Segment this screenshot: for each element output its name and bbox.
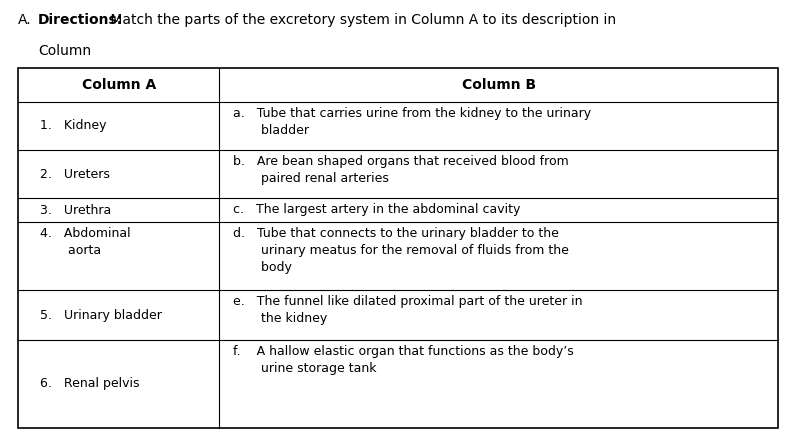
Text: b.   Are bean shaped organs that received blood from
       paired renal arterie: b. Are bean shaped organs that received … (233, 155, 569, 185)
Text: 1.   Kidney: 1. Kidney (40, 119, 106, 133)
Text: d.   Tube that connects to the urinary bladder to the
       urinary meatus for : d. Tube that connects to the urinary bla… (233, 227, 569, 274)
Text: Match the parts of the excretory system in Column A to its description in: Match the parts of the excretory system … (106, 13, 616, 27)
Text: 2.   Ureters: 2. Ureters (40, 167, 110, 181)
Text: A.: A. (18, 13, 32, 27)
Text: 6.   Renal pelvis: 6. Renal pelvis (40, 378, 140, 391)
Bar (18, 68, 778, 428)
Text: f.    A hallow elastic organ that functions as the body’s
       urine storage t: f. A hallow elastic organ that functions… (233, 345, 574, 375)
Text: a.   Tube that carries urine from the kidney to the urinary
       bladder: a. Tube that carries urine from the kidn… (233, 107, 592, 137)
Text: 5.   Urinary bladder: 5. Urinary bladder (40, 309, 162, 321)
Text: c.   The largest artery in the abdominal cavity: c. The largest artery in the abdominal c… (233, 204, 521, 217)
Text: 4.   Abdominal
       aorta: 4. Abdominal aorta (40, 227, 131, 257)
Text: Column: Column (38, 44, 91, 58)
Text: Column B: Column B (461, 78, 536, 92)
Text: 3.   Urethra: 3. Urethra (40, 204, 111, 217)
Text: Column A: Column A (82, 78, 156, 92)
Text: e.   The funnel like dilated proximal part of the ureter in
       the kidney: e. The funnel like dilated proximal part… (233, 295, 583, 325)
Text: Directions:: Directions: (38, 13, 123, 27)
